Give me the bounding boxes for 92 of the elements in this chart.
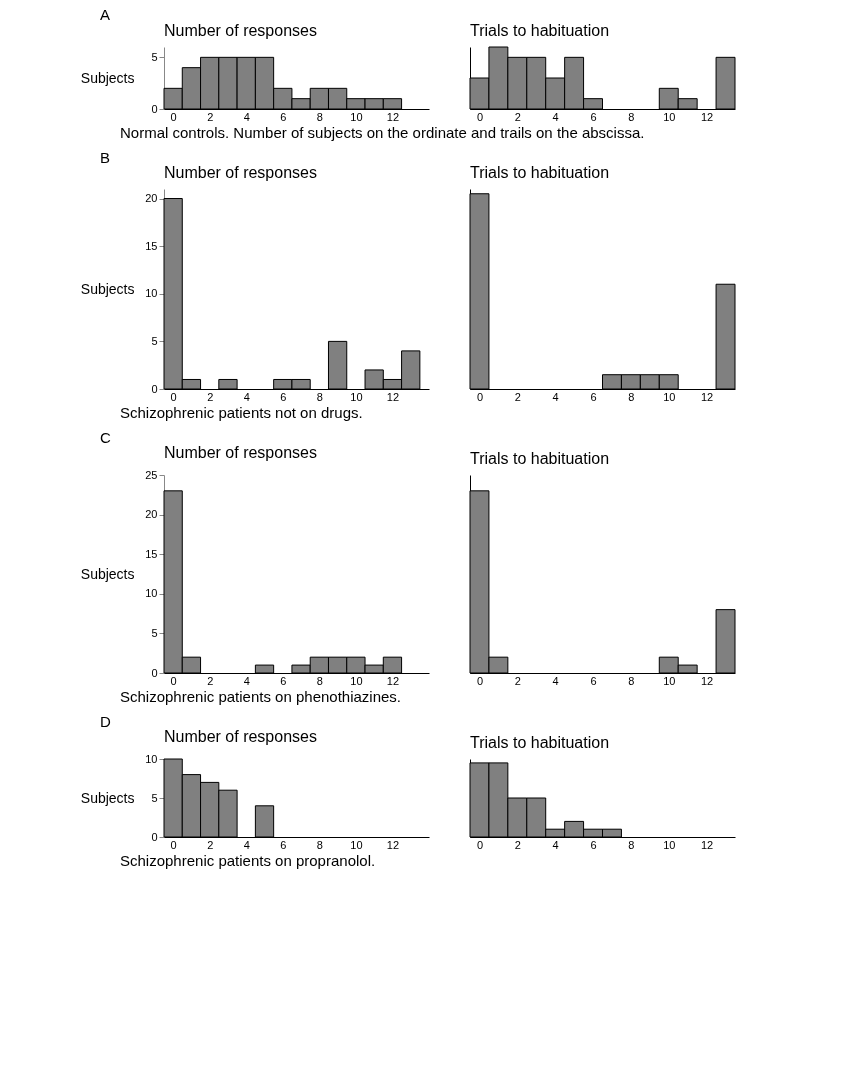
y-tick-label: 5	[151, 626, 158, 639]
text: B	[100, 149, 111, 166]
x-tick-label: 12	[386, 838, 400, 851]
chart-title: Number of responses	[164, 444, 317, 461]
x-tick-label: 8	[628, 110, 635, 123]
y-tick-label: 5	[151, 334, 158, 347]
text: D	[100, 713, 112, 730]
x-tick-label: 10	[350, 390, 363, 403]
x-tick-label: 8	[316, 674, 323, 687]
x-tick-label: 10	[663, 390, 676, 403]
y-tick-label: 0	[151, 830, 158, 843]
y-tick-label: 20	[145, 192, 158, 205]
x-tick-label: 2	[514, 110, 521, 123]
x-tick-label: 6	[280, 838, 287, 851]
text: Schizophrenic patients on phenothiazines.	[120, 688, 403, 705]
x-tick-label: 12	[386, 110, 400, 123]
y-axis-title: Subjects	[80, 789, 135, 806]
x-tick-label: 4	[243, 390, 250, 403]
x-tick-label: 10	[663, 110, 676, 123]
x-tick-label: 10	[350, 838, 363, 851]
x-tick-label: 12	[386, 674, 400, 687]
text: C	[100, 429, 112, 446]
chart-title: Number of responses	[164, 22, 317, 39]
x-tick-label: 2	[514, 674, 521, 687]
x-tick-label: 0	[170, 110, 177, 123]
x-tick-label: 6	[280, 390, 287, 403]
x-tick-label: 8	[316, 390, 323, 403]
x-tick-label: 0	[476, 110, 484, 123]
x-tick-label: 0	[170, 390, 177, 403]
x-tick-label: 2	[207, 110, 214, 123]
x-tick-label: 0	[476, 674, 484, 687]
chart-title: Trials to habituation	[470, 450, 610, 467]
y-tick-label: 10	[145, 587, 158, 600]
x-tick-label: 12	[700, 390, 714, 403]
text: Schizophrenic patients on propranolol.	[120, 852, 377, 869]
x-tick-label: 4	[243, 838, 250, 851]
x-tick-label: 8	[316, 110, 323, 123]
x-tick-label: 4	[552, 838, 559, 851]
x-tick-label: 4	[552, 390, 559, 403]
y-tick-label: 15	[145, 239, 158, 252]
x-tick-label: 6	[590, 110, 597, 123]
y-axis-title: Subjects	[80, 280, 135, 297]
x-tick-label: 2	[207, 390, 214, 403]
y-tick-label: 0	[151, 666, 158, 679]
x-tick-label: 0	[170, 838, 177, 851]
x-tick-label: 8	[628, 674, 635, 687]
y-axis-title: Subjects	[80, 565, 135, 582]
y-tick-label: 10	[145, 287, 158, 300]
y-axis-title: Subjects	[80, 69, 135, 86]
x-tick-label: 12	[700, 674, 714, 687]
x-tick-label: 10	[663, 838, 676, 851]
x-tick-label: 6	[590, 390, 597, 403]
x-tick-label: 2	[514, 838, 521, 851]
x-tick-label: 4	[243, 110, 250, 123]
chart-title: Trials to habituation	[470, 164, 610, 181]
x-tick-label: 8	[628, 838, 635, 851]
y-tick-label: 20	[145, 508, 158, 521]
x-tick-label: 6	[590, 674, 597, 687]
x-tick-label: 12	[700, 838, 714, 851]
x-tick-label: 10	[350, 674, 363, 687]
x-tick-label: 8	[316, 838, 323, 851]
x-tick-label: 8	[628, 390, 635, 403]
x-tick-label: 10	[350, 110, 363, 123]
x-tick-label: 12	[700, 110, 714, 123]
x-tick-label: 0	[170, 674, 177, 687]
y-tick-label: 0	[151, 102, 158, 115]
y-tick-label: 5	[151, 50, 158, 63]
x-tick-label: 12	[386, 390, 400, 403]
x-tick-label: 4	[243, 674, 250, 687]
x-tick-label: 2	[207, 674, 214, 687]
chart-title: Number of responses	[164, 728, 317, 745]
y-tick-label: 5	[151, 791, 158, 804]
x-tick-label: 6	[280, 110, 287, 123]
x-tick-label: 6	[590, 838, 597, 851]
x-tick-label: 0	[476, 390, 484, 403]
chart-title: Trials to habituation	[470, 21, 610, 39]
y-tick-label: 0	[151, 382, 158, 395]
chart-title: Number of responses	[164, 164, 317, 181]
text: Normal controls. Number of subjects on the ordinate and trails on the abscissa.	[120, 124, 646, 141]
text: A	[100, 6, 111, 23]
chart-title: Trials to habituation	[470, 734, 610, 751]
x-tick-label: 0	[476, 838, 484, 851]
x-tick-label: 2	[207, 838, 214, 851]
y-tick-label: 10	[145, 752, 158, 765]
x-tick-label: 10	[663, 674, 676, 687]
y-tick-label: 15	[145, 547, 158, 560]
x-tick-label: 4	[552, 674, 559, 687]
x-tick-label: 2	[514, 390, 521, 403]
text: Schizophrenic patients not on drugs.	[120, 404, 364, 421]
x-tick-label: 4	[552, 110, 559, 123]
x-tick-label: 6	[280, 674, 287, 687]
y-tick-label: 25	[145, 468, 158, 481]
